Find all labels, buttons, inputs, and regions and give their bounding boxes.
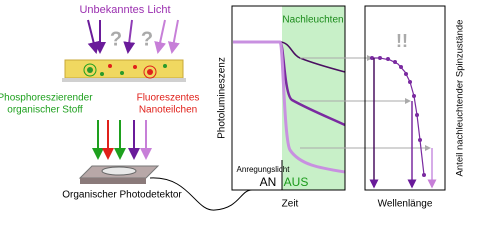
off-label: AUS xyxy=(284,175,309,189)
figure: Unbekanntes Licht ? ? Phosphoreszierende… xyxy=(0,4,466,211)
y-axis-label: Photolumineszenz xyxy=(217,57,228,139)
particles xyxy=(83,63,167,79)
sample-slab xyxy=(64,59,184,79)
substrate xyxy=(62,78,186,82)
marker: !! xyxy=(396,31,408,51)
x-axis-label: Zeit xyxy=(282,199,299,210)
light-label: Unbekanntes Licht xyxy=(79,4,170,16)
nano-label: Fluoreszentes xyxy=(137,93,200,104)
detector-label: Organischer Photodetektor xyxy=(62,190,182,201)
wire xyxy=(149,177,253,211)
plot-frame xyxy=(231,5,346,191)
phosphor-label: Phosphoreszierender xyxy=(0,93,93,104)
spectrum-curve xyxy=(370,57,425,176)
x-axis-label: Wellenlänge xyxy=(378,199,433,210)
incoming-arrows xyxy=(87,19,180,54)
decay-curves xyxy=(233,40,346,174)
phosphor-label: organischer Stoff xyxy=(7,105,83,116)
question-mark: ? xyxy=(110,28,122,50)
y-axis-label: Anteil nachleuchtender Spinzustände xyxy=(455,20,466,177)
on-label: AN xyxy=(260,175,277,189)
plot-frame xyxy=(364,5,446,191)
afterglow-region xyxy=(282,6,345,190)
drop-arrows xyxy=(369,58,437,189)
nano-label: Nanoteilchen xyxy=(139,105,197,116)
detector xyxy=(80,178,146,184)
excitation-label: Anregungslicht xyxy=(237,165,291,174)
afterglow-label: Nachleuchten xyxy=(282,15,343,26)
question-mark: ? xyxy=(141,28,153,50)
emission-arrows xyxy=(92,120,152,160)
spectrum-points xyxy=(370,56,426,177)
detector-disk xyxy=(101,166,137,176)
